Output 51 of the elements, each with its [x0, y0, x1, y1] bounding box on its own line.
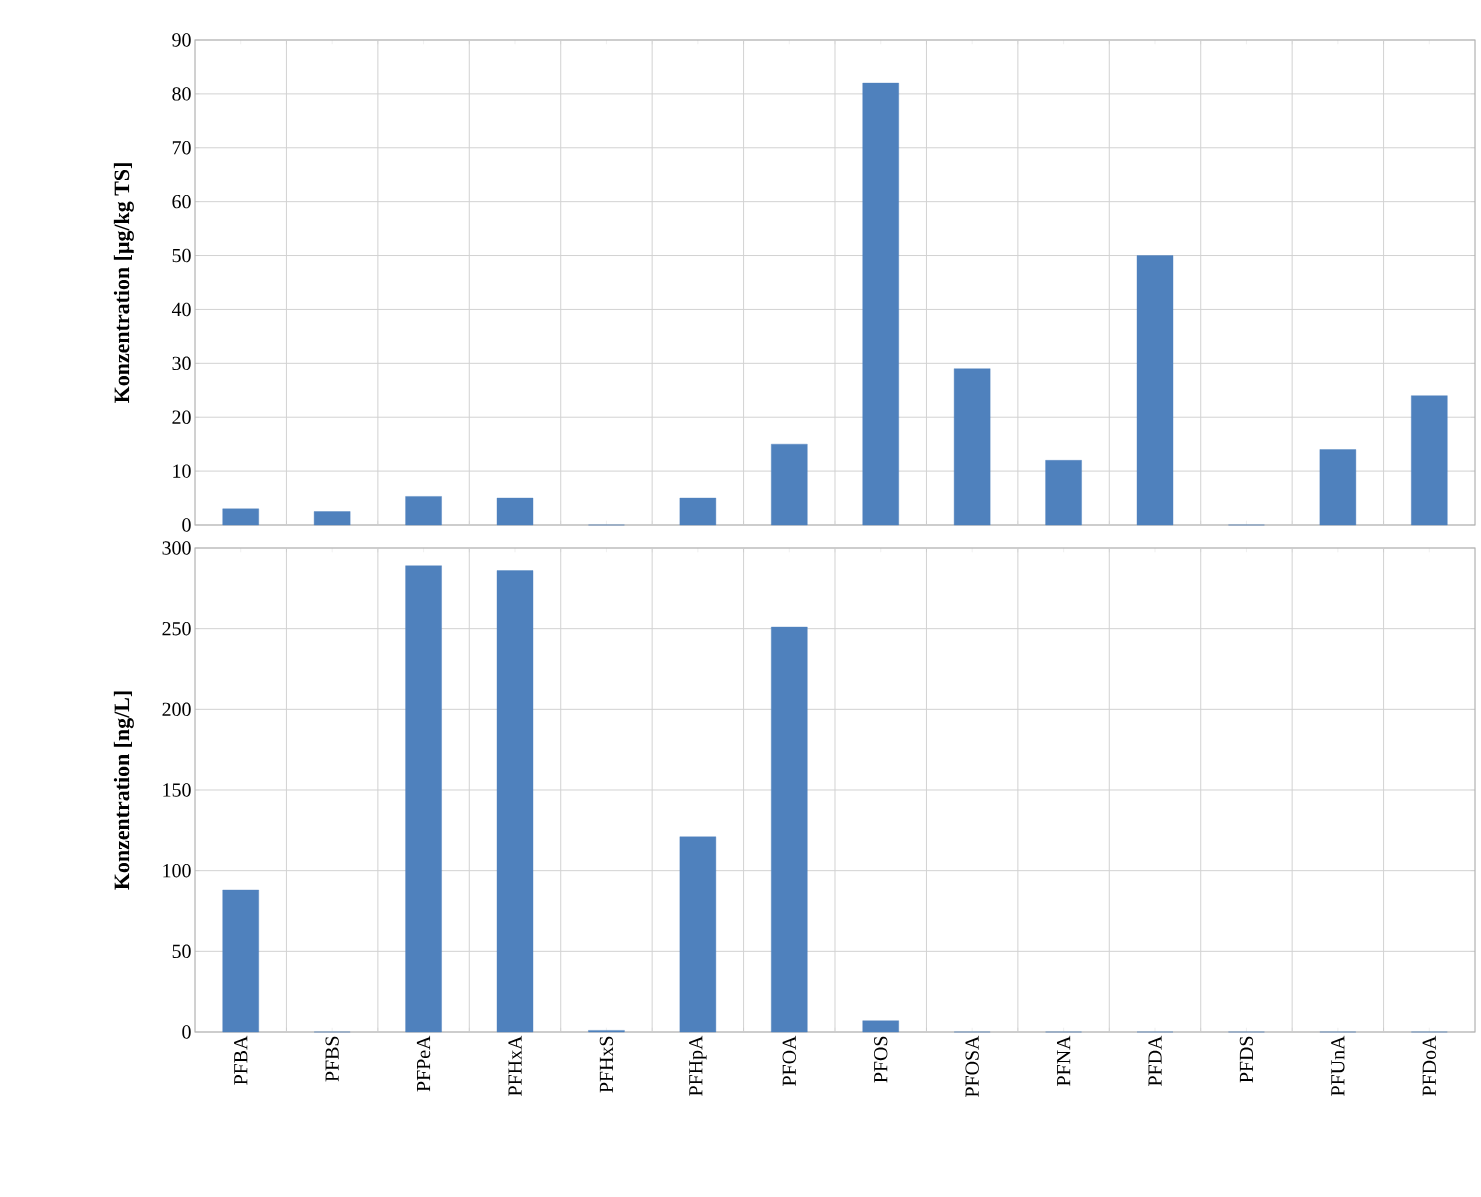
- x-tick-label: PFBS: [325, 1036, 339, 1082]
- bar: [771, 443, 808, 526]
- bar: [313, 511, 351, 526]
- x-tick-label: PFUnA: [1331, 1035, 1345, 1096]
- y-tick-label: 50: [172, 248, 191, 263]
- x-tick-label: PFDS: [1239, 1036, 1254, 1083]
- bar: [1045, 460, 1082, 526]
- bar: [1411, 395, 1448, 526]
- bar: [679, 836, 717, 1033]
- bar: [953, 368, 991, 526]
- x-tick-label: PFOA: [782, 1035, 796, 1086]
- y-tick-label: 0: [182, 518, 191, 532]
- bar: [679, 497, 717, 526]
- y-tick-label: 250: [162, 621, 191, 636]
- bar: [771, 626, 808, 1033]
- bar: [862, 82, 899, 526]
- y-tick-label: 100: [163, 863, 191, 878]
- x-tick-label: PFHxS: [599, 1036, 614, 1093]
- y-tick-label: 60: [172, 194, 191, 209]
- x-tick-label: PFBA: [234, 1035, 248, 1085]
- bar: [1319, 449, 1357, 526]
- bar: [222, 508, 259, 526]
- bar: [222, 889, 259, 1033]
- bar: [496, 570, 534, 1033]
- y-axis-title: Konzentration [ng/L]: [113, 691, 134, 890]
- y-tick-label: 70: [172, 141, 191, 155]
- x-tick-label: PFDoA: [1422, 1035, 1436, 1096]
- x-tick-label: PFHxA: [508, 1035, 522, 1096]
- y-tick-label: 150: [163, 783, 191, 797]
- y-tick-label: 50: [172, 944, 191, 959]
- bar: [1136, 255, 1174, 526]
- bar: [862, 1020, 899, 1033]
- x-tick-label: PFPeA: [416, 1035, 431, 1092]
- x-tick-label: PFHpA: [689, 1035, 707, 1096]
- y-tick-label: 80: [172, 87, 191, 101]
- x-tick-label: PFOSA: [965, 1035, 979, 1097]
- y-tick-label: 90: [172, 33, 191, 47]
- y-tick-label: 30: [172, 356, 191, 371]
- bar: [405, 496, 442, 526]
- bar: [405, 565, 442, 1033]
- y-tick-label: 300: [162, 541, 191, 555]
- x-tick-label: PFDA: [1148, 1035, 1162, 1086]
- y-tick-label: 200: [162, 702, 191, 717]
- y-tick-label: 0: [182, 1025, 191, 1039]
- x-tick-label: PFOS: [874, 1036, 888, 1083]
- x-tick-label: PFNA: [1057, 1035, 1071, 1086]
- y-tick-label: 40: [171, 302, 191, 317]
- bar: [496, 497, 534, 526]
- y-axis-title: Konzentration [µg/kg TS]: [113, 163, 134, 403]
- y-tick-label: 10: [173, 464, 191, 478]
- y-tick-label: 20: [172, 410, 191, 424]
